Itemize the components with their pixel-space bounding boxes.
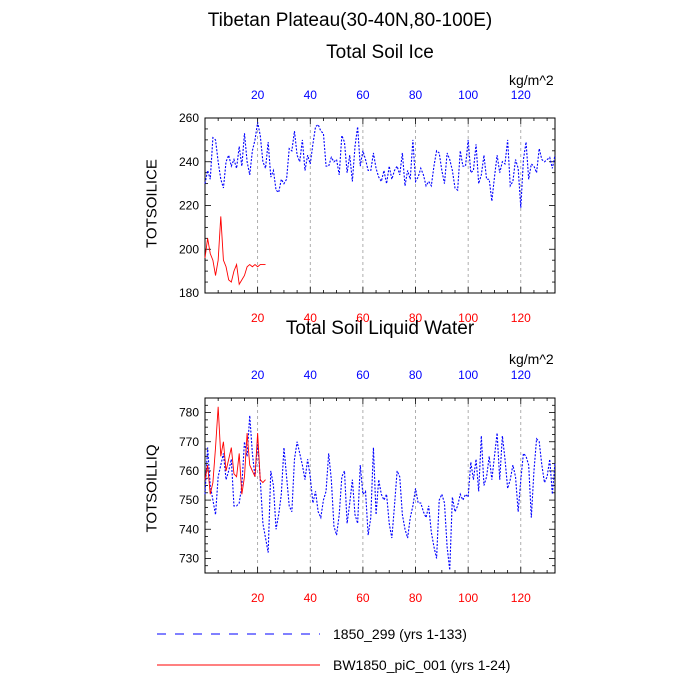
x-tick-label-top-80: 80 [409, 88, 423, 102]
y-tick-label-760: 760 [179, 464, 199, 478]
y-tick-label-750: 750 [179, 493, 199, 507]
series-line-1850-299 [204, 415, 556, 571]
y-tick-label-780: 780 [179, 406, 199, 420]
x-tick-label-top-120: 120 [511, 368, 531, 382]
y-tick-label-260: 260 [179, 111, 199, 125]
x-tick-label-top-100: 100 [458, 368, 478, 382]
series-line-bw1850-pic-001 [204, 216, 266, 286]
panel-2-units: kg/m^2 [509, 351, 554, 367]
y-tick-label-220: 220 [179, 199, 199, 213]
panel-2-title: Total Soil Liquid Water [285, 318, 475, 339]
plot-frame [204, 397, 556, 574]
x-tick-label-top-20: 20 [251, 88, 265, 102]
figure-title: Tibetan Plateau(30-40N,80-100E) [207, 10, 493, 31]
panel-1-units: kg/m^2 [509, 72, 554, 88]
x-tick-label-bottom-120: 120 [511, 591, 531, 605]
x-tick-label-bottom-60: 60 [356, 591, 370, 605]
x-tick-label-top-40: 40 [304, 88, 318, 102]
panel-1-ylabel: TOTSOILICE [143, 159, 161, 248]
y-tick-label-200: 200 [179, 242, 199, 256]
series-line-bw1850-pic-001 [204, 406, 266, 495]
panel-2-ylabel: TOTSOILLIQ [143, 444, 161, 533]
x-tick-label-bottom-40: 40 [304, 591, 318, 605]
x-tick-label-bottom-20: 20 [251, 591, 265, 605]
x-tick-label-top-100: 100 [458, 88, 478, 102]
series-line-1850-299 [204, 122, 556, 208]
y-tick-label-180: 180 [179, 286, 199, 300]
panel-1-title: Total Soil Ice [326, 42, 434, 63]
x-tick-label-top-120: 120 [511, 88, 531, 102]
x-tick-label-bottom-100: 100 [458, 591, 478, 605]
y-tick-label-240: 240 [179, 155, 199, 169]
y-tick-label-730: 730 [179, 551, 199, 565]
y-tick-label-740: 740 [179, 522, 199, 536]
x-tick-label-bottom-80: 80 [409, 591, 423, 605]
x-tick-label-top-60: 60 [356, 368, 370, 382]
legend-label-bw1850: BW1850_piC_001 (yrs 1-24) [333, 657, 511, 673]
plot-frame [204, 117, 556, 294]
y-tick-label-770: 770 [179, 435, 199, 449]
x-tick-label-top-40: 40 [304, 368, 318, 382]
x-tick-label-top-80: 80 [409, 368, 423, 382]
x-tick-label-top-20: 20 [251, 368, 265, 382]
legend-label-1850-299: 1850_299 (yrs 1-133) [333, 626, 467, 642]
x-tick-label-top-60: 60 [356, 88, 370, 102]
